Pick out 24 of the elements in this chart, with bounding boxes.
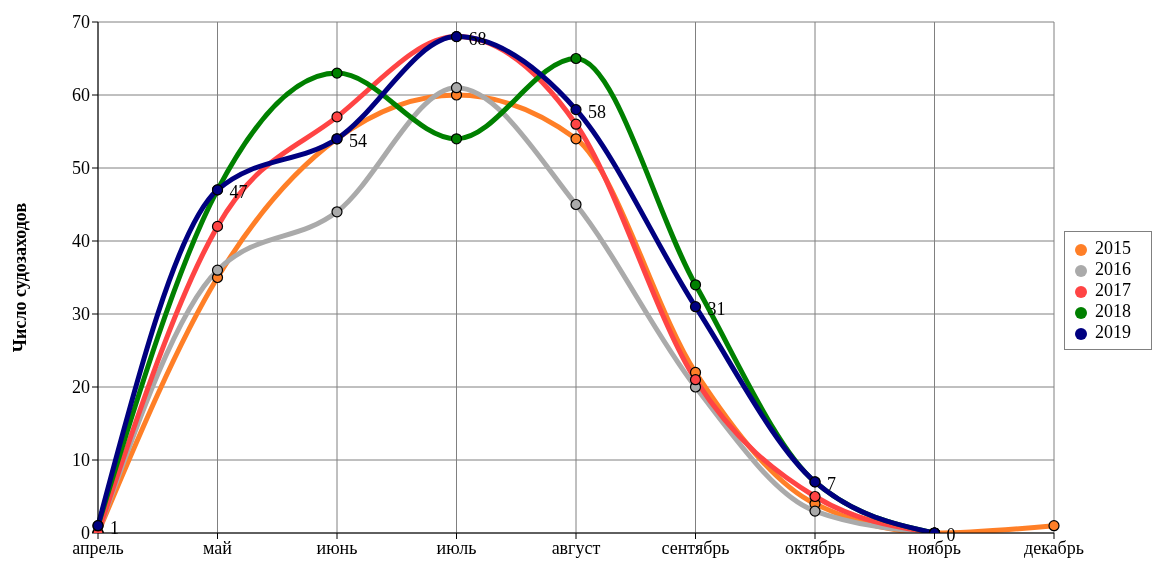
x-tick-label: сентябрь [661,537,730,558]
y-tick-label: 20 [72,377,90,398]
legend-label: 2015 [1095,238,1131,258]
x-tick-label: июнь [316,537,358,558]
x-tick-label: июль [436,537,477,558]
legend-label: 2016 [1095,259,1131,279]
y-tick-label: 60 [72,85,90,106]
data-label: 58 [588,101,606,122]
legend-label: 2017 [1095,280,1131,300]
data-label: 7 [827,474,836,495]
y-axis-title: Число судозаходов [10,202,31,353]
x-tick-label: октябрь [785,537,845,558]
y-tick-label: 70 [72,12,90,33]
x-tick-label: август [551,537,601,558]
data-label: 54 [349,130,367,151]
y-tick-label: 40 [72,231,90,252]
y-tick-label: 50 [72,158,90,179]
legend-label: 2019 [1095,322,1131,342]
y-tick-label: 30 [72,304,90,325]
y-tick-label: 0 [81,523,90,544]
x-tick-label: декабрь [1024,537,1084,558]
legend-label: 2018 [1095,301,1131,321]
y-tick-label: 10 [72,450,90,471]
x-tick-label: май [203,537,233,558]
